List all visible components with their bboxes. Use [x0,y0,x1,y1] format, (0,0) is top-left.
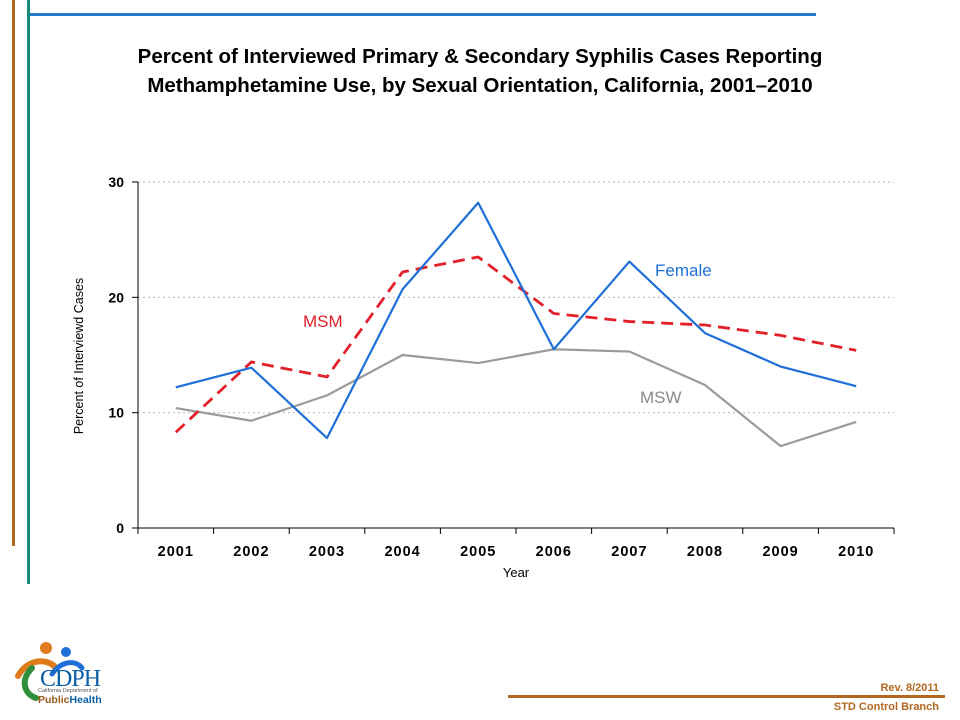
axes [137,182,894,529]
series-line-female [175,201,857,440]
logo-subtitle: California Department of [38,688,98,694]
series-lines [174,201,857,448]
series-line-msm [174,255,857,434]
x-tick-label: 2008 [687,544,723,560]
x-tick-label: 2001 [158,544,194,560]
series-label-female: Female [655,261,712,280]
grid-lines [138,181,894,414]
y-tick-label: 20 [108,289,124,305]
y-tick-label: 10 [108,405,124,421]
x-tick-label: 2009 [762,544,798,560]
chart-title-line-1: Percent of Interviewed Primary & Seconda… [137,45,823,68]
chart-title-line-2: Methamphetamine Use, by Sexual Orientati… [147,74,813,97]
series-line-msw [175,348,857,448]
left-accent-line-orange [12,0,15,546]
branch-name: STD Control Branch [833,701,939,713]
left-accent-line-teal [27,0,30,584]
x-tick-label: 2006 [536,544,572,560]
x-tick-label: 2004 [384,544,420,560]
series-label-msm: MSM [303,312,343,331]
y-tick-label: 0 [116,520,124,536]
revision-date: Rev. 8/2011 [880,682,939,694]
footer-divider [508,695,945,698]
cdph-logo-icon [15,642,85,701]
x-axis-ticks: 2001 2002 2003 2004 2005 2006 2007 2008 2009 2010 [137,528,895,560]
y-tick-label: 30 [108,174,124,190]
logo-abbreviation: CDPH [40,666,101,692]
series-label-msw: MSW [640,388,682,407]
x-tick-label: 2010 [838,544,874,560]
top-accent-line [28,13,816,16]
x-tick-label: 2005 [460,544,496,560]
chart-title: Percent of Interviewed Primary & Seconda… [40,42,920,100]
y-axis-ticks: 0 10 20 30 [108,174,138,536]
x-tick-label: 2007 [611,544,647,560]
logo-org-prefix: Public [38,694,70,706]
x-axis-label: Year [503,565,530,580]
y-axis-label: Percent of Interviewd Cases [72,278,86,434]
logo-org-name: PublicHealth [38,694,102,706]
x-tick-label: 2002 [233,544,269,560]
x-tick-label: 2003 [309,544,345,560]
logo-org-suffix: Health [69,694,102,706]
